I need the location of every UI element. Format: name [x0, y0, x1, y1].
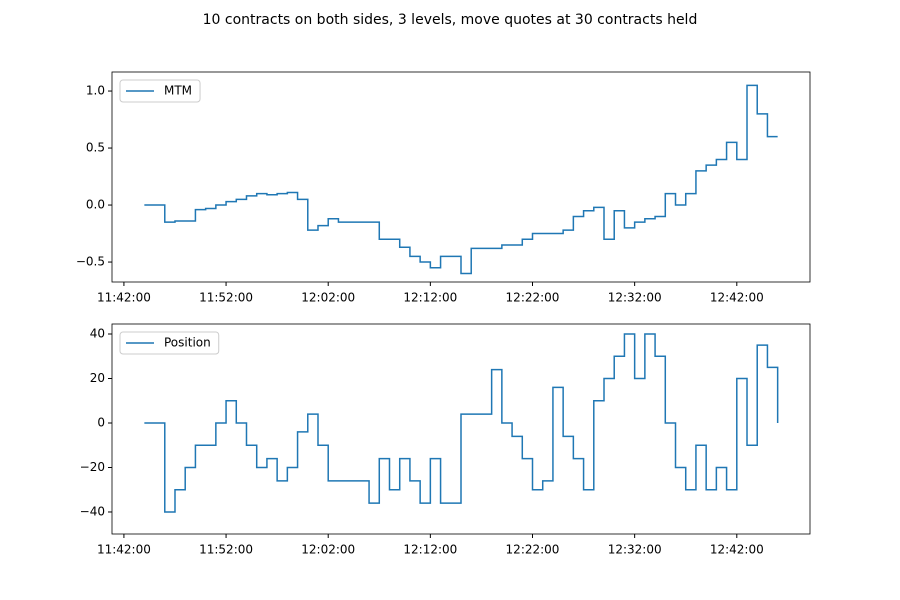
x-tick-label: 12:22:00	[506, 543, 560, 557]
y-tick-label: −0.5	[76, 255, 105, 269]
y-tick-label: 0.5	[86, 141, 105, 155]
legend-label: Position	[164, 336, 211, 350]
x-tick-label: 12:42:00	[710, 291, 764, 305]
legend-box	[119, 79, 201, 103]
x-tick-label: 12:32:00	[608, 543, 662, 557]
x-tick-label: 12:32:00	[608, 291, 662, 305]
x-tick-label: 12:12:00	[403, 291, 457, 305]
axes-frame	[111, 323, 811, 535]
x-tick-label: 11:52:00	[199, 291, 253, 305]
x-tick-label: 12:42:00	[710, 543, 764, 557]
y-tick-label: −20	[80, 460, 105, 474]
series-line	[144, 333, 779, 513]
y-tick-label: 0	[97, 415, 105, 429]
figure-title: 10 contracts on both sides, 3 levels, mo…	[203, 12, 698, 28]
x-tick-label: 12:02:00	[301, 543, 355, 557]
legend-box	[119, 331, 220, 355]
series-line	[144, 84, 778, 275]
y-tick-label: 0.0	[86, 198, 105, 212]
x-tick-label: 11:52:00	[199, 543, 253, 557]
y-tick-label: 40	[90, 327, 105, 341]
x-tick-label: 12:12:00	[403, 543, 457, 557]
legend-label: MTM	[164, 84, 192, 98]
x-tick-label: 11:42:00	[97, 543, 151, 557]
y-tick-label: 1.0	[86, 84, 105, 98]
y-tick-label: −40	[80, 504, 105, 518]
axes-frame	[111, 71, 811, 283]
x-tick-label: 11:42:00	[97, 291, 151, 305]
x-tick-label: 12:22:00	[506, 291, 560, 305]
y-tick-label: 20	[90, 371, 105, 385]
x-tick-label: 12:02:00	[301, 291, 355, 305]
